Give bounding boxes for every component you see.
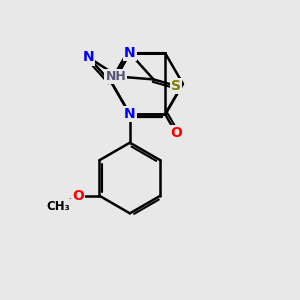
- Text: O: O: [170, 126, 182, 140]
- Text: CH₃: CH₃: [47, 200, 70, 213]
- Text: S: S: [171, 79, 181, 93]
- Text: N: N: [124, 46, 136, 60]
- Text: O: O: [72, 189, 84, 203]
- Text: NH: NH: [106, 70, 126, 83]
- Text: N: N: [124, 107, 136, 121]
- Text: N: N: [83, 50, 94, 64]
